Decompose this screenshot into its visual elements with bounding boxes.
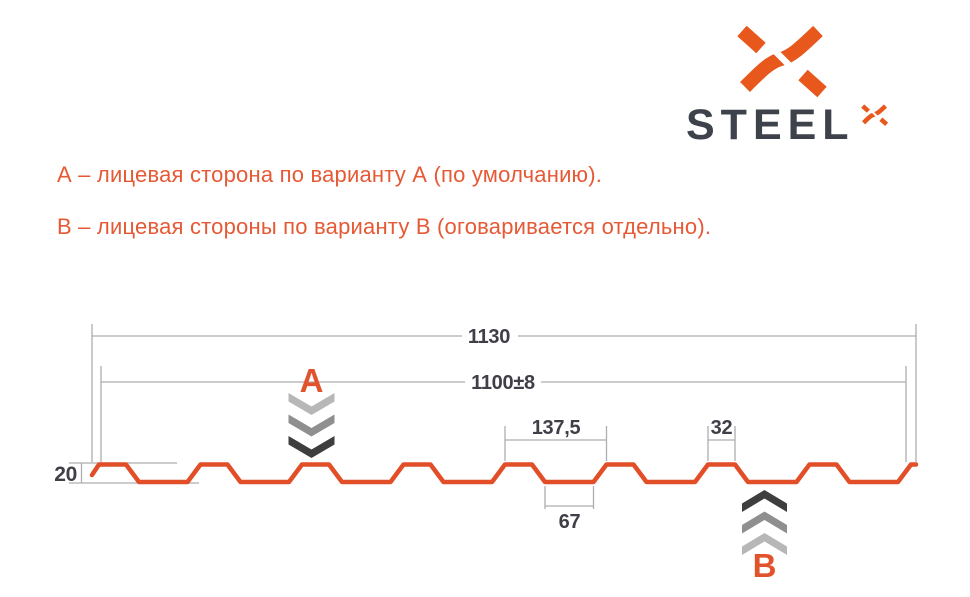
dim-total-width: 1130 bbox=[468, 326, 510, 348]
marker-a-chevrons-icon bbox=[288, 393, 335, 458]
dim-profile-height: 20 bbox=[54, 463, 77, 486]
marker-b-label: В bbox=[753, 547, 777, 584]
label-gap-1100 bbox=[465, 373, 541, 391]
note-variant-a: А – лицевая сторона по варианту А (по ум… bbox=[57, 162, 603, 187]
dim-rib-pitch: 137,5 bbox=[532, 417, 581, 439]
brand-x-icon bbox=[861, 104, 889, 126]
marker-b-chevrons-icon bbox=[742, 490, 787, 555]
steelx-logo-icon bbox=[737, 25, 827, 98]
dim-rib-top-width: 32 bbox=[711, 417, 733, 439]
brand-name: STEEL bbox=[686, 101, 855, 149]
dim-rib-bottom-width: 67 bbox=[559, 511, 581, 533]
marker-a-label: А bbox=[300, 362, 324, 399]
note-variant-b: В – лицевая стороны по варианту В (огова… bbox=[57, 214, 712, 239]
profile-sheet-outline bbox=[89, 462, 919, 485]
label-gap-1130 bbox=[462, 327, 518, 345]
dim-working-width: 1100±8 bbox=[471, 372, 535, 394]
